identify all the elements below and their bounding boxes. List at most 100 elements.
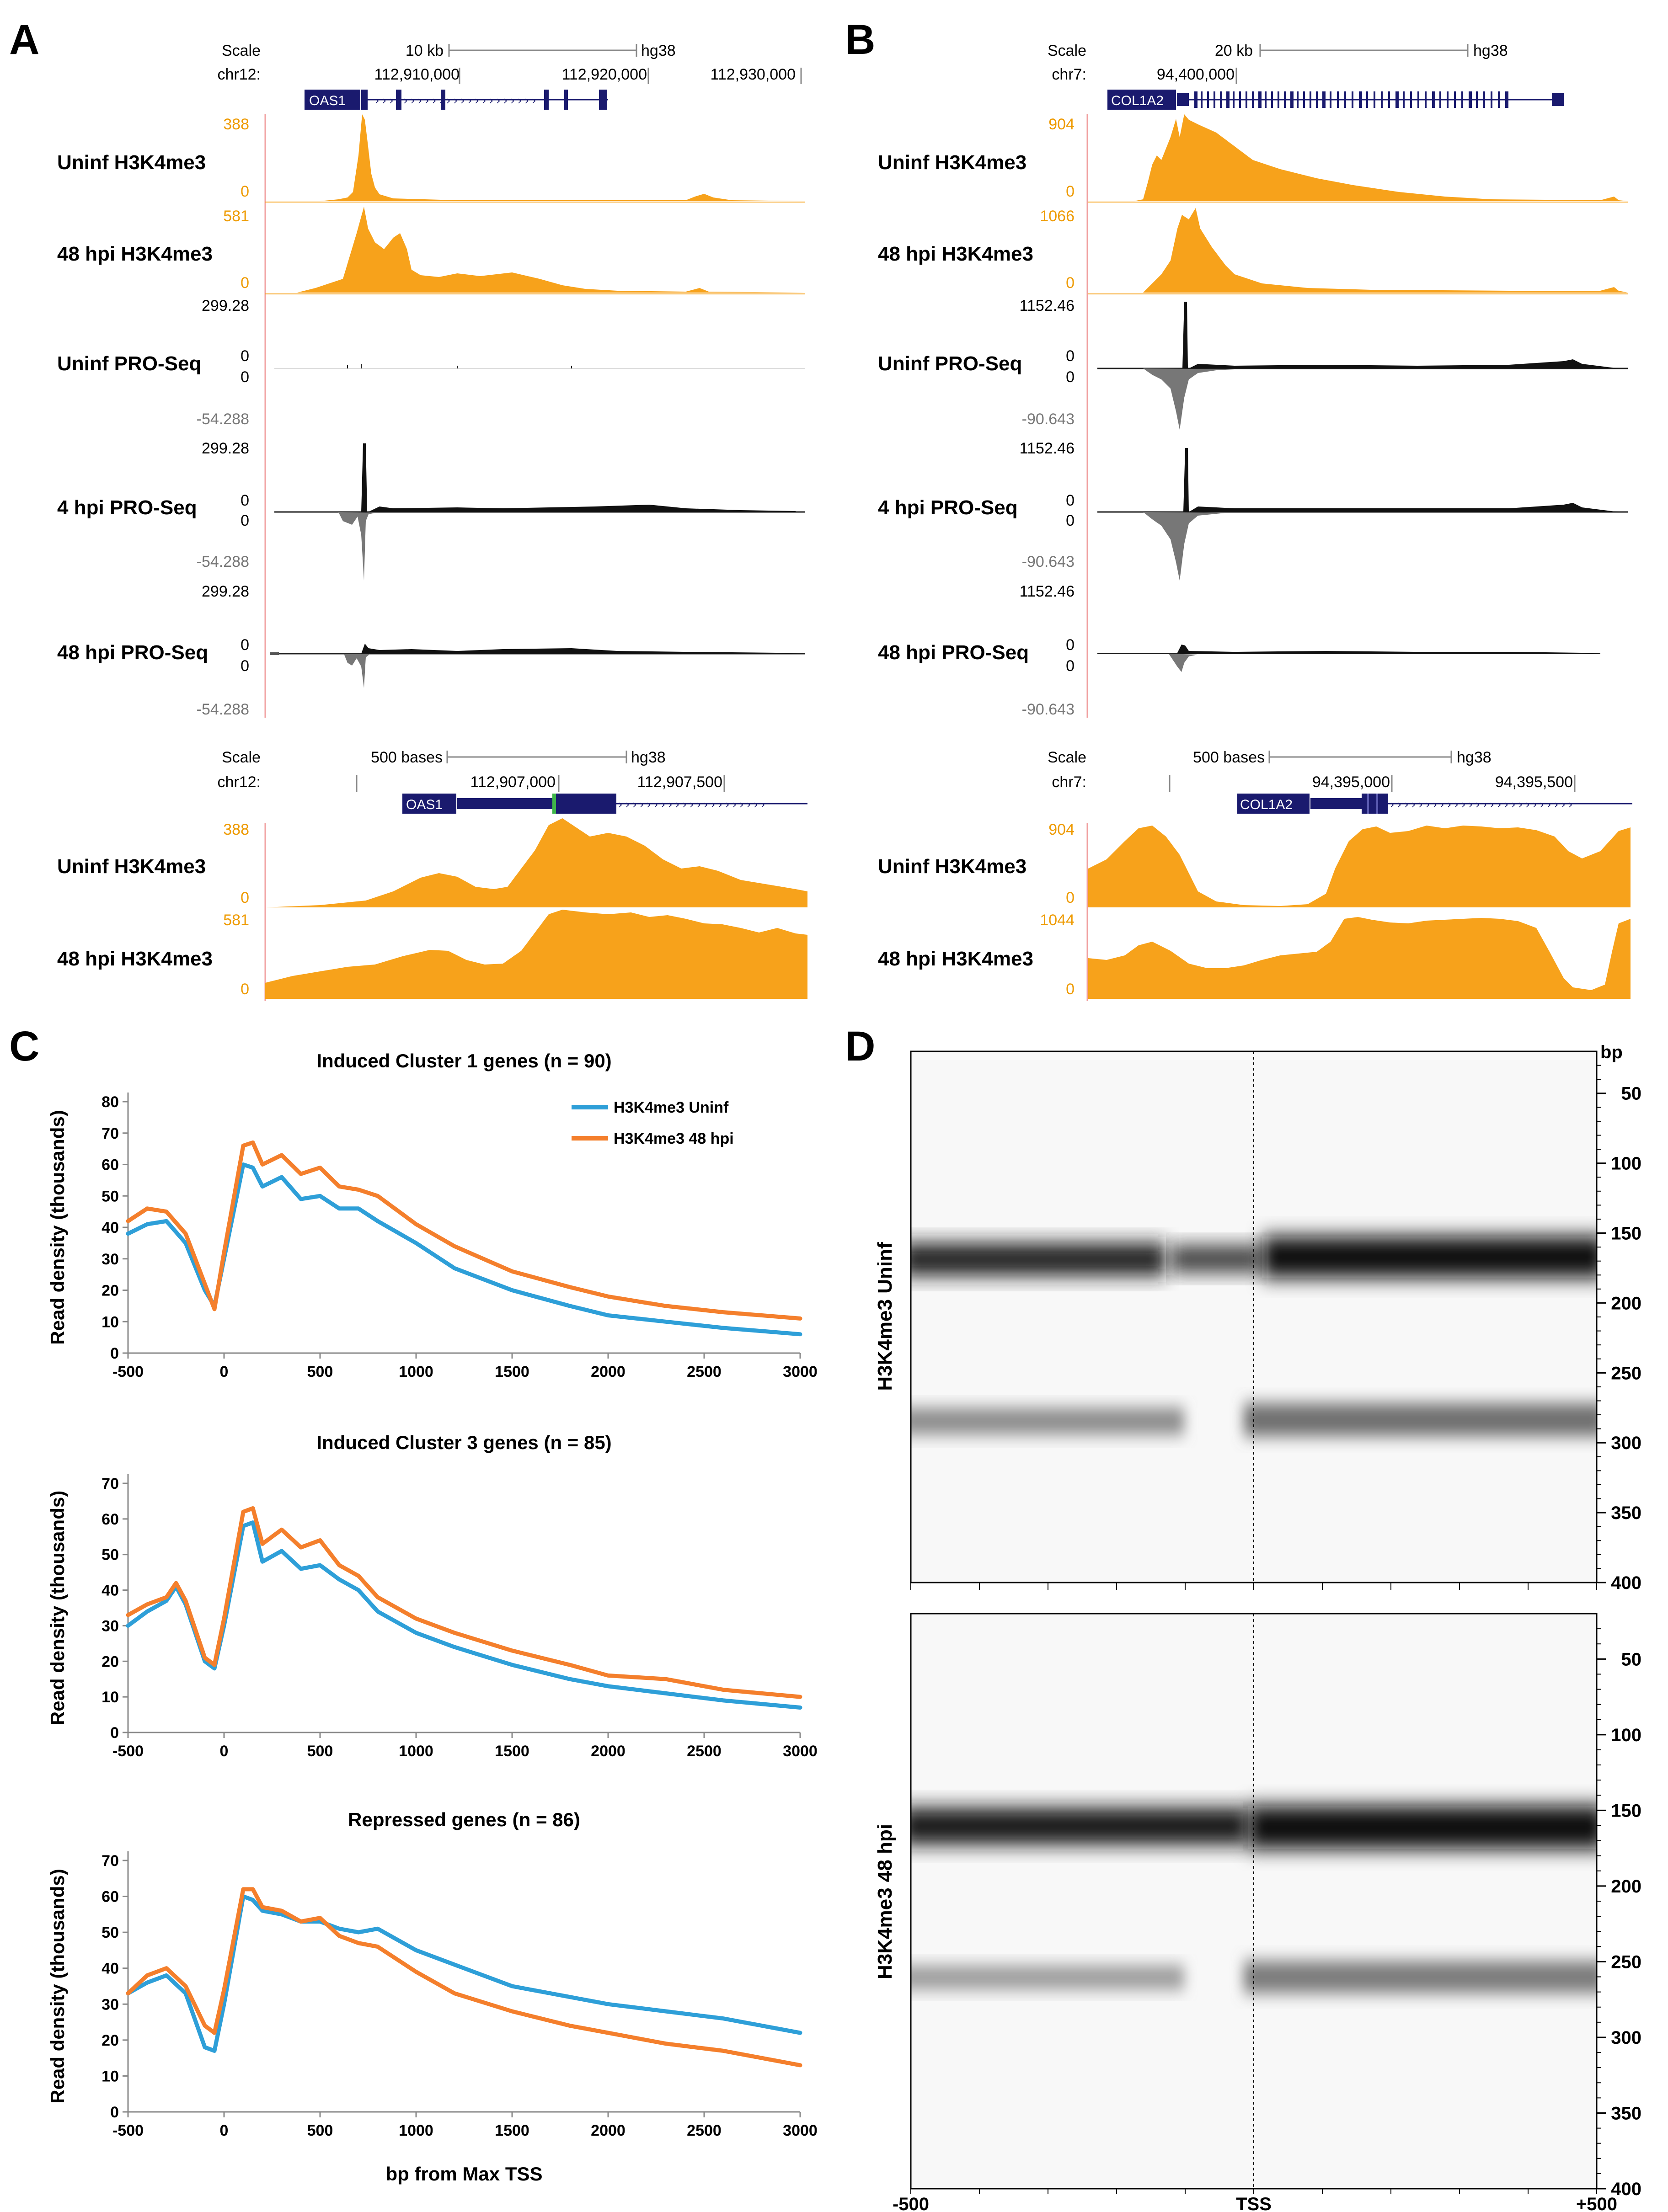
panel-b-signal-tracks xyxy=(1086,114,1628,718)
panel-b-zoom-tracks: Uninf H3K4me3 904 0 48 hpi H3K4me3 1044 … xyxy=(878,821,1631,1001)
axis-zero: 0 xyxy=(1066,347,1075,365)
axis-min: 0 xyxy=(1066,981,1075,998)
exon-mark xyxy=(1207,91,1209,108)
chart-title: Induced Cluster 3 genes (n = 85) xyxy=(316,1432,611,1453)
x-tick-label: 3000 xyxy=(783,1363,818,1381)
heatmap-uninf xyxy=(910,1050,1598,1583)
x-tick-label: -500 xyxy=(112,1743,144,1760)
track-label: Uninf H3K4me3 xyxy=(57,151,206,174)
scale-label: Scale xyxy=(1048,749,1086,766)
y-tick-label: 300 xyxy=(1611,1433,1641,1453)
exon-mark xyxy=(1322,91,1326,108)
exon-mark xyxy=(1505,91,1508,108)
axis-zero: 0 xyxy=(241,636,249,654)
x-tick-label: TSS xyxy=(1236,2194,1272,2212)
exon-mark xyxy=(1359,91,1362,108)
zoom-h3k4me3-48hpi-signal xyxy=(265,910,807,999)
axis-zero: 0 xyxy=(1066,636,1075,654)
track-label: Uninf H3K4me3 xyxy=(57,855,206,878)
axis-zero: 0 xyxy=(241,492,249,509)
x-tick-label: 1500 xyxy=(495,2122,529,2139)
axis-max: 299.28 xyxy=(202,583,249,600)
y-tick-label: 10 xyxy=(102,2068,119,2085)
coord-label: 112,910,000 xyxy=(374,66,460,83)
y-tick-label: 400 xyxy=(1611,1573,1641,1593)
heatmap-48hpi-yaxis: 50 100 150 200 250 300 350 400 xyxy=(1597,1628,1641,2199)
x-tick-label: 500 xyxy=(307,1743,333,1760)
gene-model-oas1[interactable]: OAS1 ››››››››››››››››››››››› xyxy=(305,90,608,110)
axis-min: -54.288 xyxy=(197,410,249,428)
x-tick-label: -500 xyxy=(112,2122,144,2139)
scale-bar-label: 10 kb xyxy=(406,42,444,59)
coord-label: 94,400,000 xyxy=(1157,66,1235,83)
gene-model-col1a2[interactable]: COL1A2 xyxy=(1107,90,1564,110)
exon-mark xyxy=(1297,91,1299,108)
y-axis-label: Read density (thousands) xyxy=(47,1869,68,2103)
x-tick-label: 3000 xyxy=(783,2122,818,2139)
exon-mark xyxy=(1246,91,1247,108)
panel-d-label: D xyxy=(845,1023,875,1070)
axis-max: 1152.46 xyxy=(1020,297,1075,314)
x-tick-label: 500 xyxy=(307,1363,333,1381)
exon-mark xyxy=(1491,91,1492,108)
zoom-h3k4me3-uninf-signal xyxy=(1088,826,1631,907)
line-chart-cluster1: Induced Cluster 1 genes (n = 90) 0 10 20 30 4… xyxy=(47,1050,818,1381)
exon-mark xyxy=(1337,91,1339,108)
panel-b-browser-header: Scale 20 kb hg38 chr7: 94,400,000 COL1A2 xyxy=(1048,42,1564,110)
heatmap-48hpi xyxy=(910,1613,1598,2190)
track-label: 48 hpi PRO-Seq xyxy=(878,641,1029,664)
x-tick-label: 1500 xyxy=(495,1363,529,1381)
panel-a: A Scale 10 kb hg38 chr12: 112,910,000 11… xyxy=(9,16,807,1001)
panel-b-track-labels: Uninf H3K4me3 904 0 48 hpi H3K4me3 1066 … xyxy=(878,116,1075,718)
y-tick-label: 40 xyxy=(102,1582,119,1599)
track-label: 48 hpi H3K4me3 xyxy=(57,243,213,265)
panel-b-zoom-header: Scale 500 bases hg38 chr7: 94,395,000 94… xyxy=(1048,749,1632,814)
y-tick-label: 250 xyxy=(1611,1952,1641,1972)
exon-mark xyxy=(1278,91,1279,108)
track-label: 4 hpi PRO-Seq xyxy=(878,496,1018,519)
y-tick-label: 60 xyxy=(102,1511,119,1528)
exon-mark xyxy=(1461,91,1463,108)
panel-c-label: C xyxy=(9,1023,39,1070)
proseq-uninf-signal xyxy=(1097,302,1628,430)
axis-min: 0 xyxy=(241,183,249,200)
zoom-h3k4me3-uninf-signal xyxy=(265,818,807,907)
y-tick-label: 30 xyxy=(102,1617,119,1635)
y-tick-label: 30 xyxy=(102,1251,119,1268)
track-label: Uninf H3K4me3 xyxy=(878,855,1026,878)
y-tick-label: 150 xyxy=(1611,1801,1641,1821)
track-label: 48 hpi H3K4me3 xyxy=(878,948,1033,970)
exon-mark xyxy=(1310,91,1311,108)
exon-mark xyxy=(1258,91,1262,108)
scale-label: Scale xyxy=(222,749,261,766)
axis-zero: 0 xyxy=(241,368,249,386)
exon-mark xyxy=(1388,91,1390,108)
x-tick-label: 1000 xyxy=(399,2122,433,2139)
y-tick-label: 40 xyxy=(102,1960,119,1977)
assembly-label: hg38 xyxy=(1473,42,1508,59)
y-tick-label: 100 xyxy=(1611,1725,1641,1745)
assembly-label: hg38 xyxy=(1457,749,1492,766)
chrom-label: chr7: xyxy=(1052,66,1086,83)
y-tick-label: 30 xyxy=(102,1996,119,2013)
axis-max: 1152.46 xyxy=(1020,583,1075,600)
exon-mark xyxy=(1417,91,1419,108)
gene-model-oas1-zoom[interactable]: OAS1 ››››››››››››››››››››› xyxy=(402,794,807,814)
track-label: Uninf PRO-Seq xyxy=(878,352,1022,375)
y-tick-label: 50 xyxy=(102,1546,119,1564)
track-label: Uninf PRO-Seq xyxy=(57,352,201,375)
gene-model-col1a2-zoom[interactable]: COL1A2 ›››››››››››››››››››››››››› xyxy=(1237,794,1632,814)
svg-text:›››››››››››››››››››››››: ››››››››››››››››››››››› xyxy=(375,94,539,107)
axis-zero: 0 xyxy=(241,512,249,529)
y-tick-label: 200 xyxy=(1611,1876,1641,1897)
heatmap-xaxis xyxy=(910,1583,1597,2194)
axis-min: -90.643 xyxy=(1022,553,1075,570)
panel-b-label: B xyxy=(845,16,875,63)
exon-mark xyxy=(1252,91,1254,108)
y-tick-label: 300 xyxy=(1611,2028,1641,2048)
x-tick-label: 2000 xyxy=(591,1743,626,1760)
scale-bar-label: 500 bases xyxy=(371,749,443,766)
series-line-48hpi xyxy=(126,1140,802,1321)
x-tick-label: 2500 xyxy=(687,1743,722,1760)
exon-mark xyxy=(1220,91,1222,108)
